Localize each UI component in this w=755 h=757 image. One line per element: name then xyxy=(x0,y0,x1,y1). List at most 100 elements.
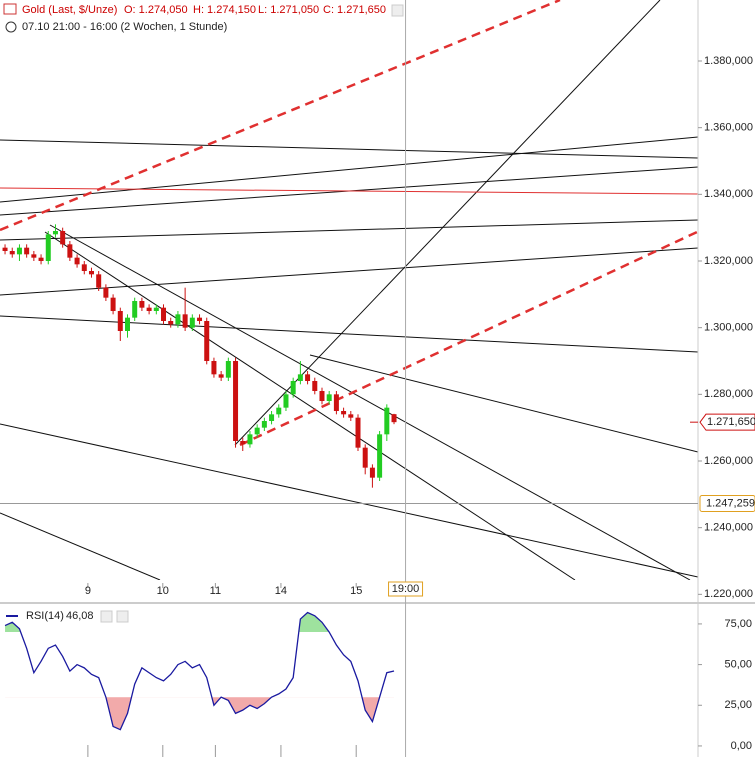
ohlc-open: O: 1.274,050 xyxy=(124,4,188,16)
candle-body xyxy=(124,317,130,331)
candle-body xyxy=(254,427,260,435)
candle-body xyxy=(247,434,253,445)
candle-body xyxy=(233,361,239,441)
candle-body xyxy=(355,417,361,448)
candle-body xyxy=(305,374,311,381)
candle-body xyxy=(9,251,15,255)
candle-body xyxy=(81,264,87,271)
x-tick-label: 9 xyxy=(85,585,91,597)
candle-body xyxy=(369,467,375,478)
header: Gold (Last, $/Unze) O: 1.274,050 H: 1.27… xyxy=(3,3,404,33)
candle-body xyxy=(146,307,152,311)
candle-body xyxy=(74,257,80,265)
candle-body xyxy=(103,287,109,298)
candle-body xyxy=(110,297,116,311)
x-tick-label: 14 xyxy=(275,585,287,597)
rsi-value: 46,08 xyxy=(66,610,94,622)
rsi-header: RSI(14) 46,08 xyxy=(6,610,129,623)
x-tick-label: 10 xyxy=(157,585,169,597)
last-price-label: 1.271,650 xyxy=(707,416,755,428)
candle-body xyxy=(297,374,303,381)
candles xyxy=(2,224,397,488)
candle-body xyxy=(362,447,368,468)
candle-body xyxy=(2,247,8,251)
candle-body xyxy=(153,307,159,311)
rsi-close[interactable] xyxy=(116,610,129,623)
rsi-overbought-fill xyxy=(5,612,395,633)
candle-body xyxy=(24,247,30,255)
settings-button[interactable] xyxy=(391,4,404,17)
x-axis: 9 10 11 14 15 xyxy=(85,583,362,757)
candle-body xyxy=(312,381,318,391)
rsi-tick-label: 25,00 xyxy=(724,699,752,711)
candle-body xyxy=(132,301,138,318)
candle-body xyxy=(189,317,195,328)
candle-body xyxy=(175,314,181,325)
rsi-tick-label: 0,00 xyxy=(731,740,752,752)
x-tick-label: 15 xyxy=(350,585,362,597)
rsi-tick-label: 75,00 xyxy=(724,618,752,630)
candle-body xyxy=(204,321,210,361)
candle-body xyxy=(261,421,267,428)
level-label: 1.247,259 xyxy=(706,497,755,509)
candle-body xyxy=(391,414,397,423)
y-tick-label: 1.320,000 xyxy=(704,255,753,267)
rsi-settings[interactable] xyxy=(100,610,113,623)
rsi-name: RSI(14) xyxy=(26,610,64,622)
y-tick-label: 1.260,000 xyxy=(704,455,753,467)
clock-icon xyxy=(5,21,17,33)
candle-body xyxy=(168,321,174,325)
candle-body xyxy=(139,301,145,308)
rsi-oversold-fill xyxy=(105,697,380,730)
rsi-tick-label: 50,00 xyxy=(724,658,752,670)
candle-body xyxy=(290,381,296,395)
candle-body xyxy=(218,374,224,378)
candle-body xyxy=(197,317,203,321)
candle-body xyxy=(276,407,282,415)
candle-body xyxy=(377,434,383,478)
y-tick-label: 1.340,000 xyxy=(704,188,753,200)
x-tick-label: 11 xyxy=(210,585,221,597)
candle-body xyxy=(16,247,22,255)
y-tick-label: 1.240,000 xyxy=(704,522,753,534)
y-tick-label: 1.380,000 xyxy=(704,55,753,67)
candle-body xyxy=(45,234,51,261)
candle-body xyxy=(96,274,102,288)
candle-body xyxy=(384,407,390,435)
candle-body xyxy=(38,257,44,261)
trendlines xyxy=(0,0,698,580)
candle-body xyxy=(326,394,332,401)
ohlc-high: H: 1.274,150 xyxy=(193,4,256,16)
crosshair-label: 19:00 xyxy=(392,583,420,595)
candle-body xyxy=(31,254,37,258)
y-tick-label: 1.280,000 xyxy=(704,388,753,400)
candle-body xyxy=(88,271,94,275)
ohlc-close: C: 1.271,650 xyxy=(323,4,386,16)
subtitle: 07.10 21:00 - 16:00 (2 Wochen, 1 Stunde) xyxy=(22,21,227,33)
candle-body xyxy=(319,391,325,401)
y-tick-label: 1.300,000 xyxy=(704,322,753,334)
candle-body xyxy=(52,231,58,235)
candle-body xyxy=(211,361,217,375)
candle-body xyxy=(333,394,339,411)
candle-body xyxy=(283,394,289,408)
candle-body xyxy=(341,411,347,415)
crosshair-label-box xyxy=(388,581,424,597)
candle-body xyxy=(348,414,354,418)
level-label-box xyxy=(699,494,755,512)
last-price-box xyxy=(699,413,755,431)
candle-body xyxy=(161,307,167,321)
candle-body xyxy=(67,244,73,258)
candle-body xyxy=(240,441,246,445)
candle-body xyxy=(182,314,188,328)
candle-body xyxy=(225,361,231,378)
icon xyxy=(3,3,17,15)
instrument-title: Gold (Last, $/Unze) xyxy=(22,4,117,16)
candle-body xyxy=(117,311,123,331)
candle-body xyxy=(269,414,275,421)
candle-body xyxy=(60,231,66,245)
ohlc-low: L: 1.271,050 xyxy=(258,4,319,16)
y-tick-label: 1.360,000 xyxy=(704,122,753,134)
